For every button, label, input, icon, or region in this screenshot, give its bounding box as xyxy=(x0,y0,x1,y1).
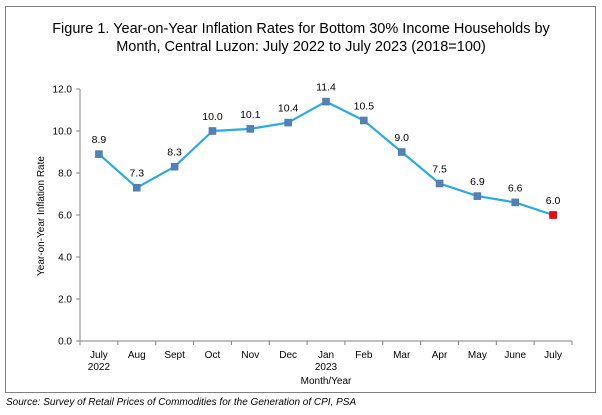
data-label: 6.6 xyxy=(508,182,523,194)
x-tick-label: Dec xyxy=(279,350,297,361)
data-point xyxy=(511,198,520,207)
x-tick-label: June xyxy=(504,350,526,361)
data-point xyxy=(549,211,557,219)
data-label: 7.3 xyxy=(129,168,144,180)
data-point xyxy=(132,183,141,192)
data-label: 6.0 xyxy=(546,195,561,207)
data-point xyxy=(360,116,368,125)
x-tick-label: Feb xyxy=(355,350,373,361)
data-label: 10.5 xyxy=(354,101,375,113)
data-label: 9.0 xyxy=(394,132,409,144)
x-tick-label: Mar xyxy=(393,350,411,361)
x-tick-label: May xyxy=(468,350,487,361)
data-point xyxy=(208,127,217,135)
data-label: 10.4 xyxy=(278,103,299,115)
y-tick-label: 8.0 xyxy=(58,169,72,180)
y-tick-label: 12.0 xyxy=(53,85,73,96)
chart-title-line-2: Month, Central Luzon: July 2022 to July … xyxy=(116,39,486,55)
data-point xyxy=(170,162,179,171)
data-label: 6.9 xyxy=(470,176,485,188)
x-tick-label: Nov xyxy=(241,350,259,361)
data-label: 11.4 xyxy=(316,82,336,94)
x-tick-sublabel: 2022 xyxy=(88,362,111,373)
data-label: 10.0 xyxy=(202,111,223,123)
y-axis-ticks: 0.0 2.0 4.0 6.0 8.0 10.0 12.0 xyxy=(53,85,80,348)
data-label: 8.9 xyxy=(92,134,107,146)
data-point xyxy=(473,192,482,200)
x-tick-label: Jan xyxy=(318,350,334,361)
chart-title: Figure 1. Year-on-Year Inflation Rates f… xyxy=(0,20,602,56)
x-tick-sublabel: 2023 xyxy=(315,362,338,373)
data-point xyxy=(397,148,406,156)
data-point xyxy=(435,179,444,188)
data-point xyxy=(322,97,330,106)
x-axis-title: Month/Year xyxy=(301,376,352,387)
data-labels: 8.9 7.3 8.3 10.0 10.1 10.4 11.4 10.5 9.0 7.5 6.9 6.… xyxy=(92,82,561,207)
x-tick-label: July xyxy=(544,350,562,361)
chart-axes xyxy=(79,89,572,342)
source-note: Source: Survey of Retail Prices of Commo… xyxy=(6,397,357,408)
data-label: 7.5 xyxy=(432,164,447,176)
y-tick-label: 10.0 xyxy=(53,127,73,138)
y-axis-title: Year-on-Year Inflation Rate xyxy=(36,156,47,276)
chart-title-line-1: Figure 1. Year-on-Year Inflation Rates f… xyxy=(52,21,550,37)
y-tick-label: 6.0 xyxy=(58,211,72,222)
data-point xyxy=(95,150,103,158)
data-label: 8.3 xyxy=(167,147,182,159)
x-tick-label: Aug xyxy=(128,350,146,361)
x-tick-label: Oct xyxy=(205,350,221,361)
y-tick-label: 4.0 xyxy=(58,253,72,264)
y-tick-label: 2.0 xyxy=(58,295,72,306)
x-tick-label: Sept xyxy=(164,350,185,361)
data-label: 10.1 xyxy=(240,109,261,121)
x-tick-label: July xyxy=(90,350,108,361)
data-point xyxy=(246,125,255,133)
x-tick-label: Apr xyxy=(432,350,448,361)
series-inflation-rate xyxy=(95,97,557,219)
data-point xyxy=(284,118,292,127)
y-tick-label: 0.0 xyxy=(58,337,72,348)
